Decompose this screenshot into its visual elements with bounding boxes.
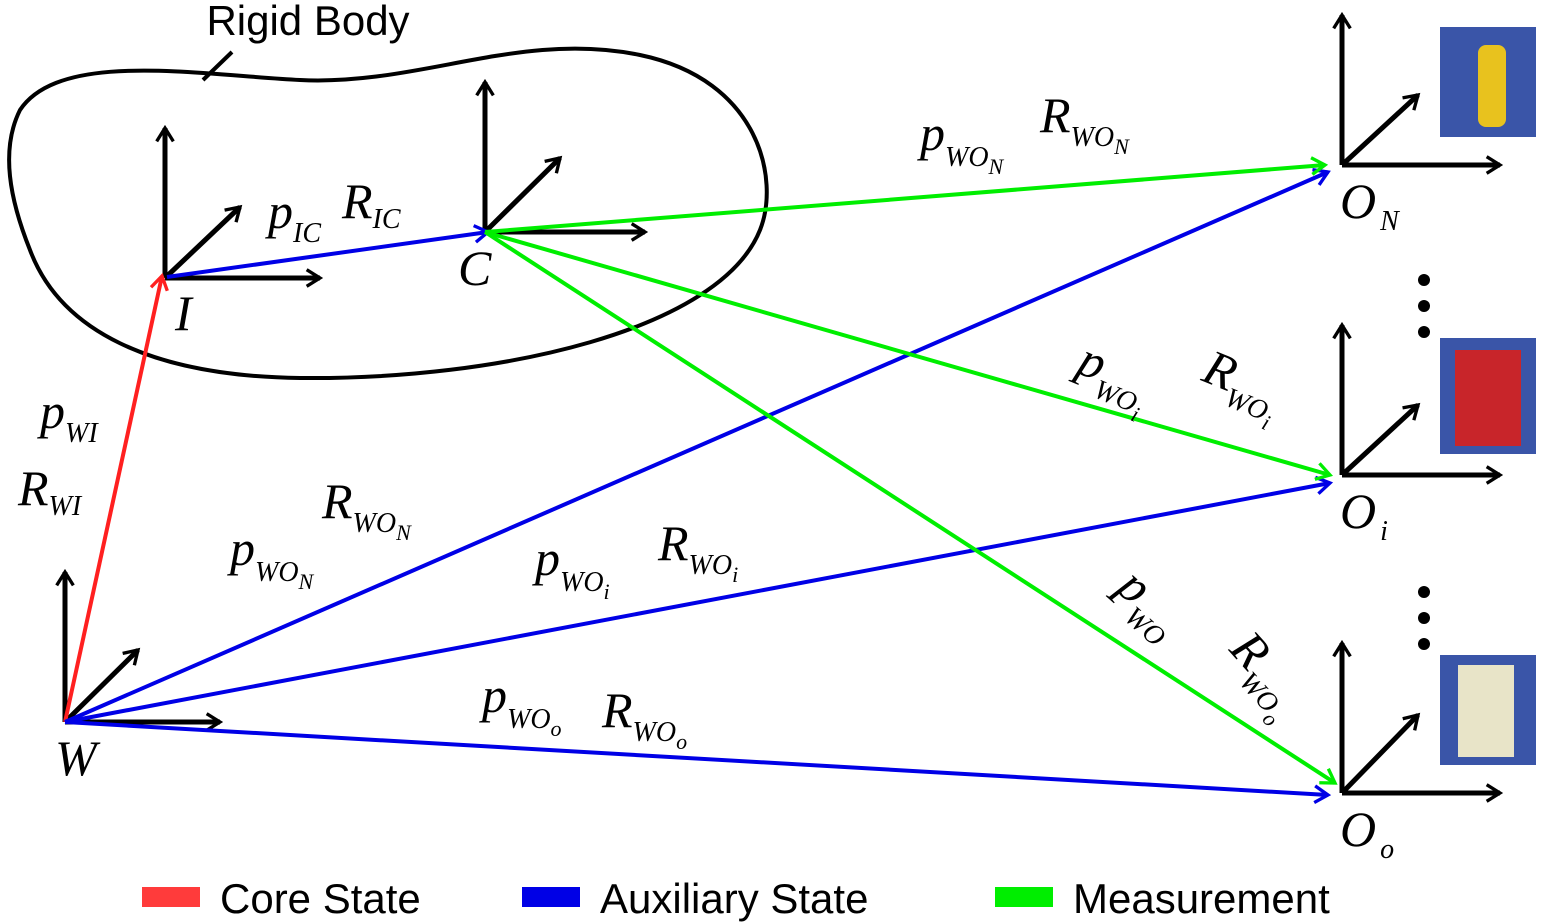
arrow-label: pWON (227, 520, 315, 594)
arrow-label: RWOo (601, 682, 687, 754)
arrow-label: RIC (341, 173, 401, 235)
frame-label: I (174, 285, 194, 341)
legend-label: Core State (220, 875, 421, 922)
arrow-label: RWI (17, 460, 83, 522)
arrow-label: RWON (321, 473, 412, 545)
frame-label: C (458, 240, 492, 296)
frame-axes (55, 11, 1504, 803)
rigid-body (7, 46, 769, 381)
arrow-label: RWON (1039, 87, 1130, 159)
legend-swatch (995, 887, 1053, 907)
arrow-label: pWOo (479, 667, 562, 741)
object-image (1458, 665, 1514, 757)
frame-label: W (55, 730, 101, 786)
legend-swatch (142, 887, 200, 907)
arrow-label: pWOi (532, 530, 610, 604)
arrow-label: pWI (37, 383, 99, 449)
arrow-label: pWON (917, 105, 1005, 179)
arrow-label: RWOi (1189, 338, 1291, 435)
leader (201, 50, 234, 82)
legend: Core State Auxiliary State Measurement (142, 875, 1330, 922)
legend-label: Measurement (1073, 875, 1330, 922)
arrow-label: RWOi (657, 515, 738, 587)
legend-swatch (522, 887, 580, 907)
ellipsis (1418, 274, 1430, 650)
arrows (63, 156, 1338, 805)
object-image (1478, 45, 1506, 127)
body-label: Rigid Body (206, 0, 409, 44)
legend-label: Auxiliary State (600, 875, 868, 922)
arrow-label: RWOo (1207, 619, 1318, 731)
arrow-label: pIC (265, 183, 321, 249)
object-image (1455, 350, 1521, 446)
